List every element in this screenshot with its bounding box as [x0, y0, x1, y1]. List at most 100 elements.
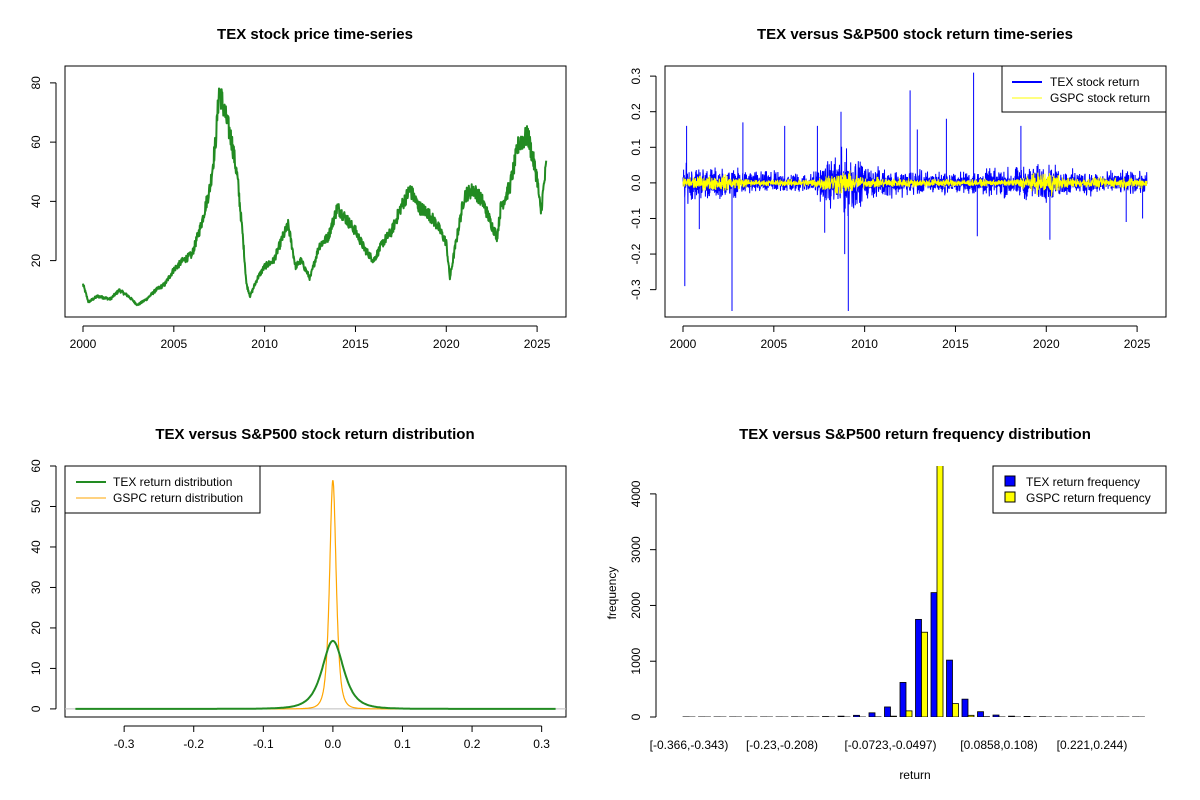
- price-x-tick-label: 2020: [433, 337, 460, 351]
- tex-frequency-bar: [806, 716, 814, 717]
- gspc-frequency-bar: [812, 716, 820, 717]
- gspc-density-curve: [242, 480, 417, 710]
- gspc-frequency-bar: [921, 631, 928, 717]
- tex-frequency-bar: [1023, 716, 1031, 717]
- price-chart: TEX stock price time-series 2000 2005 2010…: [29, 26, 567, 351]
- density-legend-box: [64, 465, 261, 514]
- density-y-tick-label: 30: [29, 580, 43, 594]
- returns-y-tick-label: 0.2: [629, 103, 643, 120]
- legend-gspc-label: GSPC stock return: [1050, 91, 1150, 105]
- gspc-frequency-bar: [1122, 716, 1130, 717]
- density-x-tick-label: 0.3: [533, 737, 550, 751]
- returns-x-tick-label: 2020: [1033, 337, 1060, 351]
- tex-frequency-bar: [977, 711, 984, 717]
- price-y-tick-label: 80: [29, 76, 43, 90]
- tex-frequency-bar: [853, 714, 860, 717]
- tex-frequency-bar: [1116, 716, 1124, 717]
- frequency-y-tick-label: 3000: [629, 536, 643, 563]
- tex-frequency-bar: [1054, 716, 1062, 717]
- tex-frequency-bar: [760, 716, 767, 717]
- frequency-y-tick-label: 0: [629, 713, 643, 720]
- tex-frequency-bar: [884, 706, 891, 717]
- density-x-tick-label: -0.2: [183, 737, 204, 751]
- gspc-frequency-bar: [735, 716, 742, 717]
- tex-frequency-bar: [775, 716, 783, 717]
- density-x-tick-label: 0.2: [464, 737, 481, 751]
- legend-tex-freq-label: TEX return frequency: [1026, 475, 1140, 489]
- gspc-frequency-bar: [797, 716, 804, 717]
- density-y-tick-label: 0: [29, 705, 43, 712]
- returns-legend: TEX stock return GSPC stock return: [1001, 65, 1167, 113]
- returns-chart-title: TEX versus S&P500 stock return time-seri…: [757, 26, 1073, 43]
- frequency-legend-box: [992, 465, 1167, 514]
- tex-frequency-bar: [729, 716, 736, 717]
- gspc-frequency-bar: [952, 703, 959, 717]
- density-x-tick-label: 0.0: [325, 737, 342, 751]
- tex-frequency-bar: [837, 715, 845, 717]
- tex-frequency-bar: [682, 716, 690, 717]
- gspc-frequency-bar: [750, 716, 758, 717]
- gspc-frequency-bar: [967, 714, 975, 717]
- returns-chart: TEX versus S&P500 stock return time-seri…: [629, 26, 1167, 351]
- gspc-frequency-bar: [1014, 716, 1021, 717]
- returns-y-tick-label: -0.1: [629, 208, 643, 229]
- gspc-frequency-bar: [843, 716, 851, 717]
- gspc-frequency-bar: [766, 716, 773, 717]
- returns-legend-box: [1001, 65, 1167, 113]
- tex-return-series-line: [682, 72, 1148, 311]
- legend-tex-density-label: TEX return distribution: [113, 475, 232, 489]
- returns-y-tick-label: 0.3: [629, 67, 643, 84]
- returns-y-tick-label: 0.0: [629, 174, 643, 191]
- frequency-x-tick-label: [0.221,0.244): [1057, 738, 1128, 752]
- gspc-frequency-bar: [1045, 716, 1052, 717]
- tex-frequency-bar: [899, 682, 907, 717]
- density-x-tick-label: 0.1: [394, 737, 411, 751]
- density-plot-frame: [64, 465, 567, 718]
- frequency-y-axis-label: frequency: [605, 567, 619, 620]
- price-x-tick-label: 2015: [342, 337, 369, 351]
- frequency-x-tick-label: [0.0858,0.108): [960, 738, 1037, 752]
- price-plot-frame: [64, 65, 567, 318]
- density-y-tick-label: 50: [29, 499, 43, 513]
- legend-gspc-freq-label: GSPC return frequency: [1026, 491, 1151, 505]
- returns-x-tick-label: 2015: [942, 337, 969, 351]
- density-y-tick-label: 60: [29, 459, 43, 473]
- tex-frequency-bar: [915, 618, 922, 717]
- gspc-frequency-bar: [1091, 716, 1099, 717]
- frequency-x-axis-label: return: [899, 768, 930, 782]
- gspc-frequency-bar: [688, 716, 696, 717]
- gspc-frequency-bar: [704, 716, 711, 717]
- price-x-tick-label: 2025: [524, 337, 551, 351]
- density-chart: TEX versus S&P500 stock return distribut…: [29, 426, 567, 751]
- returns-x-tick-label: 2000: [670, 337, 697, 351]
- gspc-frequency-bar: [1138, 716, 1145, 717]
- gspc-frequency-bar: [905, 710, 913, 717]
- legend-tex-label: TEX stock return: [1050, 75, 1139, 89]
- legend-gspc-freq-swatch: [1004, 491, 1016, 503]
- gspc-frequency-bar: [1029, 716, 1037, 717]
- density-chart-title: TEX versus S&P500 stock return distribut…: [155, 426, 474, 443]
- frequency-x-tick-label: [-0.366,-0.343): [650, 738, 729, 752]
- gspc-frequency-bar: [859, 716, 866, 717]
- frequency-legend: TEX return frequency GSPC return frequen…: [992, 465, 1167, 514]
- returns-x-tick-label: 2025: [1124, 337, 1151, 351]
- tex-frequency-bar: [946, 659, 953, 717]
- price-y-tick-label: 40: [29, 194, 43, 208]
- price-x-tick-label: 2010: [251, 337, 278, 351]
- frequency-chart: TEX versus S&P500 return frequency distr…: [605, 426, 1167, 782]
- price-y-tick-label: 60: [29, 135, 43, 149]
- tex-frequency-bar: [992, 714, 1000, 717]
- gspc-frequency-bar: [719, 716, 727, 717]
- returns-x-tick-label: 2005: [760, 337, 787, 351]
- price-x-tick-label: 2000: [70, 337, 97, 351]
- frequency-y-tick-label: 4000: [629, 480, 643, 507]
- price-chart-title: TEX stock price time-series: [217, 26, 413, 43]
- gspc-frequency-bar: [983, 716, 990, 717]
- tex-frequency-bar: [961, 698, 969, 717]
- frequency-chart-title: TEX versus S&P500 return frequency distr…: [739, 426, 1091, 443]
- returns-y-tick-label: 0.1: [629, 139, 643, 156]
- tex-frequency-bar: [1008, 715, 1015, 717]
- tex-frequency-bar: [868, 712, 876, 717]
- gspc-frequency-bar: [1060, 716, 1068, 717]
- tex-frequency-bar: [1039, 716, 1046, 717]
